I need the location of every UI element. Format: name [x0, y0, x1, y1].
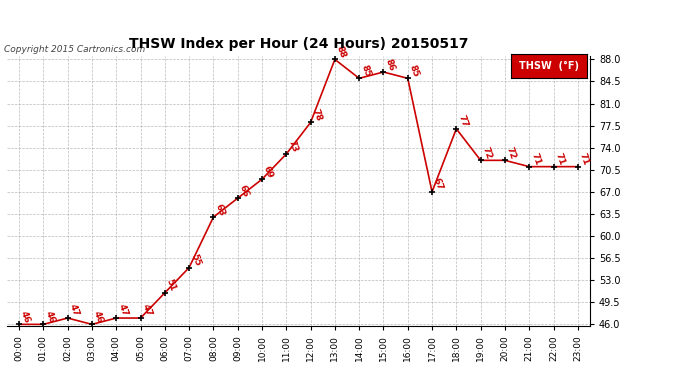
- Text: 63: 63: [213, 202, 226, 217]
- Text: 85: 85: [359, 63, 372, 78]
- Text: 71: 71: [553, 152, 566, 166]
- Text: Copyright 2015 Cartronics.com: Copyright 2015 Cartronics.com: [4, 45, 145, 54]
- Text: 85: 85: [408, 63, 420, 78]
- Text: 77: 77: [456, 114, 469, 129]
- Text: 67: 67: [432, 177, 445, 192]
- Title: THSW Index per Hour (24 Hours) 20150517: THSW Index per Hour (24 Hours) 20150517: [128, 37, 469, 51]
- Text: 47: 47: [116, 303, 129, 318]
- Text: 47: 47: [141, 303, 153, 318]
- Text: 46: 46: [92, 309, 105, 324]
- Text: 46: 46: [19, 309, 32, 324]
- Text: 55: 55: [189, 253, 202, 268]
- Text: 46: 46: [43, 309, 56, 324]
- Text: 73: 73: [286, 139, 299, 154]
- Text: 72: 72: [505, 146, 518, 160]
- Text: 66: 66: [237, 183, 250, 198]
- Text: 71: 71: [578, 152, 591, 166]
- Text: 88: 88: [335, 45, 348, 59]
- Text: 71: 71: [529, 152, 542, 166]
- Text: 86: 86: [384, 57, 396, 72]
- Text: 78: 78: [310, 108, 324, 123]
- Text: 72: 72: [481, 146, 493, 160]
- Text: 47: 47: [68, 303, 81, 318]
- Text: 69: 69: [262, 164, 275, 179]
- Text: 51: 51: [165, 278, 177, 293]
